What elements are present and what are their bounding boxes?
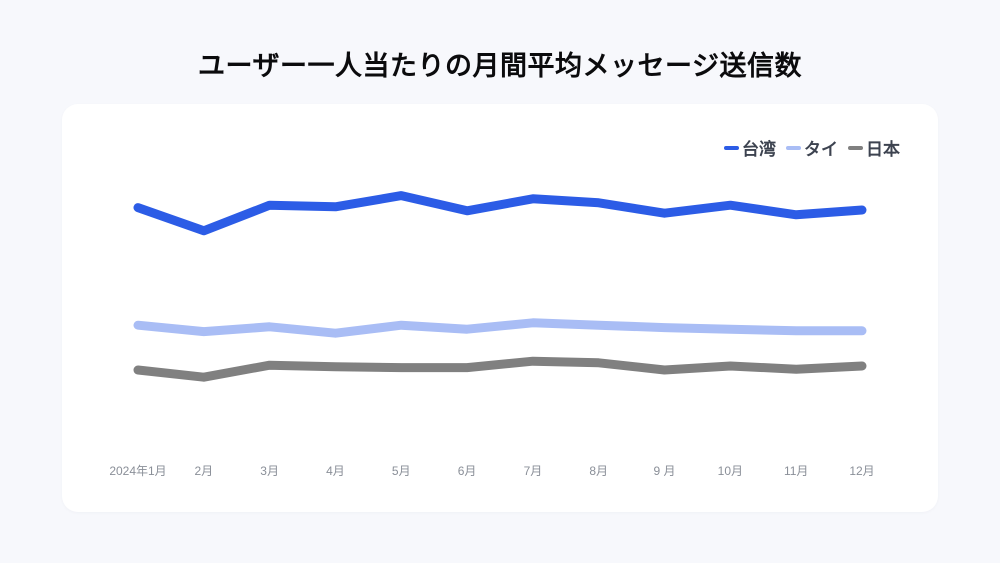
legend-label-japan: 日本 (866, 140, 900, 159)
x-axis-label: 10月 (717, 464, 744, 478)
x-axis-label: 2月 (194, 464, 214, 478)
legend-label-thailand: タイ (804, 140, 838, 159)
series-line-日本 (133, 356, 867, 382)
x-axis: 2024年1月 2月 3月 4月 5月 6月 7月 8月 9 月 10月 11月 12月 (62, 104, 938, 512)
legend-dash-taiwan-icon (724, 145, 739, 150)
x-axis-label: 6月 (457, 464, 477, 478)
chart-card: 2024年1月 2月 3月 4月 5月 6月 7月 8月 9 月 10月 11月 12月 台湾 タイ … (62, 104, 938, 512)
x-axis-label: 11月 (783, 464, 809, 478)
x-axis-label: 4月 (326, 464, 345, 478)
x-axis-label: 5月 (391, 464, 411, 478)
legend-dash-thailand-icon (786, 145, 801, 150)
x-axis-label: 9 月 (653, 464, 676, 478)
x-axis-label: 2024年1月 (109, 464, 167, 478)
series-line-タイ (133, 318, 867, 338)
line-chart (133, 191, 867, 382)
legend-dash-japan-icon (848, 145, 863, 150)
series-line-台湾 (133, 191, 867, 236)
page-title: ユーザー一人当たりの月間平均メッセージ送信数 (198, 51, 802, 81)
legend-item-taiwan: 台湾 (724, 135, 776, 160)
x-axis-label: 3月 (260, 464, 279, 478)
chart-legend: 台湾 タイ 日本 (724, 135, 900, 160)
legend-item-thailand: タイ (786, 135, 838, 160)
legend-item-japan: 日本 (848, 135, 900, 160)
legend-label-taiwan: 台湾 (742, 140, 776, 159)
x-axis-label: 8月 (589, 464, 609, 478)
x-axis-label: 12月 (849, 464, 875, 478)
x-axis-label: 7月 (523, 464, 543, 478)
